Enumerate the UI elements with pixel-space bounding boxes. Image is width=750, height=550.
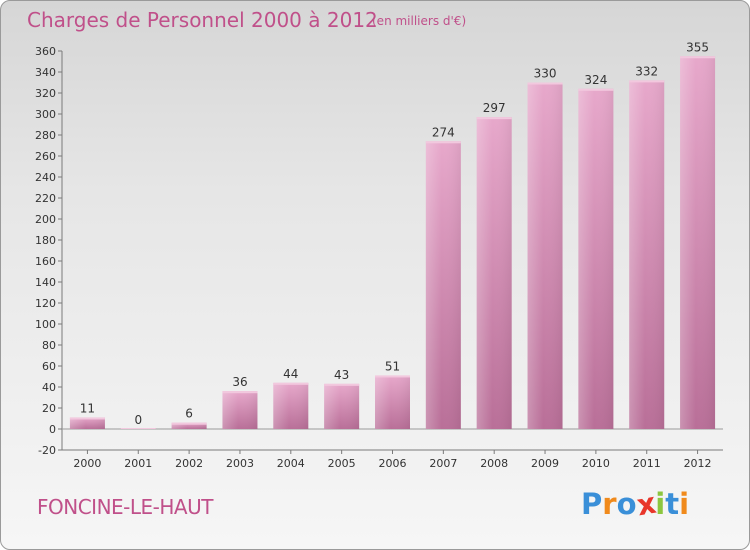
bar-sheen-2011 <box>629 80 665 430</box>
value-label-2012: 355 <box>686 40 709 54</box>
logo-letter: i <box>655 487 666 521</box>
y-tick-label: 80 <box>42 339 56 352</box>
x-tick-label-2007: 2007 <box>429 457 457 470</box>
value-label-2006: 51 <box>385 359 400 373</box>
bar-sheen-2006 <box>375 375 410 429</box>
logo-letter: o <box>616 487 637 521</box>
place-name: FONCINE-LE-HAUT <box>37 495 213 519</box>
y-tick-label: 320 <box>35 87 56 100</box>
logo-letter: i <box>679 487 690 521</box>
logo-letter: P <box>581 487 603 521</box>
y-tick-label: 120 <box>35 297 56 310</box>
bar-top-2006 <box>375 375 410 378</box>
bar-top-2005 <box>324 383 360 386</box>
y-tick-label: 180 <box>35 234 56 247</box>
y-tick-label: 40 <box>42 381 56 394</box>
value-label-2001: 0 <box>134 413 142 427</box>
x-tick-label-2003: 2003 <box>226 457 254 470</box>
proxiti-logo: Proxiti <box>581 486 690 523</box>
x-tick-label-2008: 2008 <box>480 457 508 470</box>
x-tick-label-2004: 2004 <box>277 457 305 470</box>
bar-top-2009 <box>527 82 563 85</box>
bar-sheen-2009 <box>527 82 563 429</box>
value-label-2002: 6 <box>185 407 193 421</box>
y-tick-label: 340 <box>35 66 56 79</box>
value-label-2007: 274 <box>432 125 455 139</box>
bar-sheen-2005 <box>324 383 360 429</box>
value-label-2008: 297 <box>483 101 506 115</box>
bar-sheen-2004 <box>273 382 309 429</box>
x-tick-label-2011: 2011 <box>633 457 661 470</box>
y-tick-label: 300 <box>35 108 56 121</box>
y-tick-label: 200 <box>35 213 56 226</box>
x-tick-label-2012: 2012 <box>684 457 712 470</box>
value-label-2003: 36 <box>232 375 247 389</box>
bar-top-2008 <box>476 117 512 120</box>
x-tick-label-2002: 2002 <box>175 457 203 470</box>
chart-subtitle: (en milliers d'€) <box>372 14 467 28</box>
y-tick-label: 260 <box>35 150 56 163</box>
y-tick-label: 220 <box>35 192 56 205</box>
bar-sheen-2003 <box>222 391 258 429</box>
x-tick-label-2000: 2000 <box>73 457 101 470</box>
bar-top-2000 <box>69 417 105 420</box>
bar-sheen-2000 <box>69 417 105 429</box>
y-tick-label: 360 <box>35 45 56 58</box>
bar-top-2003 <box>222 391 258 394</box>
y-tick-label: 60 <box>42 360 56 373</box>
x-tick-label-2009: 2009 <box>531 457 559 470</box>
y-tick-label: 280 <box>35 129 56 142</box>
value-label-2010: 324 <box>584 73 607 87</box>
y-tick-label: 160 <box>35 255 56 268</box>
bar-top-2004 <box>273 382 309 385</box>
bar-sheen-2012 <box>680 56 716 429</box>
chart-title: Charges de Personnel 2000 à 2012 <box>27 8 378 32</box>
bar-top-2012 <box>680 56 716 59</box>
y-tick-label: 0 <box>49 423 56 436</box>
value-label-2011: 332 <box>635 64 658 78</box>
x-tick-label-2010: 2010 <box>582 457 610 470</box>
y-tick-label: 140 <box>35 276 56 289</box>
bar-sheen-2007 <box>425 141 461 430</box>
bar-sheen-2002 <box>171 422 207 429</box>
bar-top-2001 <box>120 428 156 429</box>
value-label-2009: 330 <box>534 67 557 81</box>
logo-letter: r <box>602 487 617 521</box>
logo-letter: t <box>665 487 680 521</box>
bar-top-2007 <box>425 141 461 144</box>
y-tick-label: 20 <box>42 402 56 415</box>
bar-sheen-2010 <box>578 88 614 430</box>
x-tick-label-2006: 2006 <box>379 457 407 470</box>
x-tick-label-2005: 2005 <box>328 457 356 470</box>
y-tick-label: -20 <box>38 444 56 457</box>
bar-top-2010 <box>578 88 614 91</box>
bar-top-2011 <box>629 80 665 83</box>
y-tick-label: 240 <box>35 171 56 184</box>
bar-sheen-2008 <box>476 117 512 430</box>
value-label-2000: 11 <box>80 401 95 415</box>
value-label-2004: 44 <box>283 367 298 381</box>
value-label-2005: 43 <box>334 368 349 382</box>
x-tick-label-2001: 2001 <box>124 457 152 470</box>
bar-top-2002 <box>171 422 207 425</box>
y-tick-label: 100 <box>35 318 56 331</box>
